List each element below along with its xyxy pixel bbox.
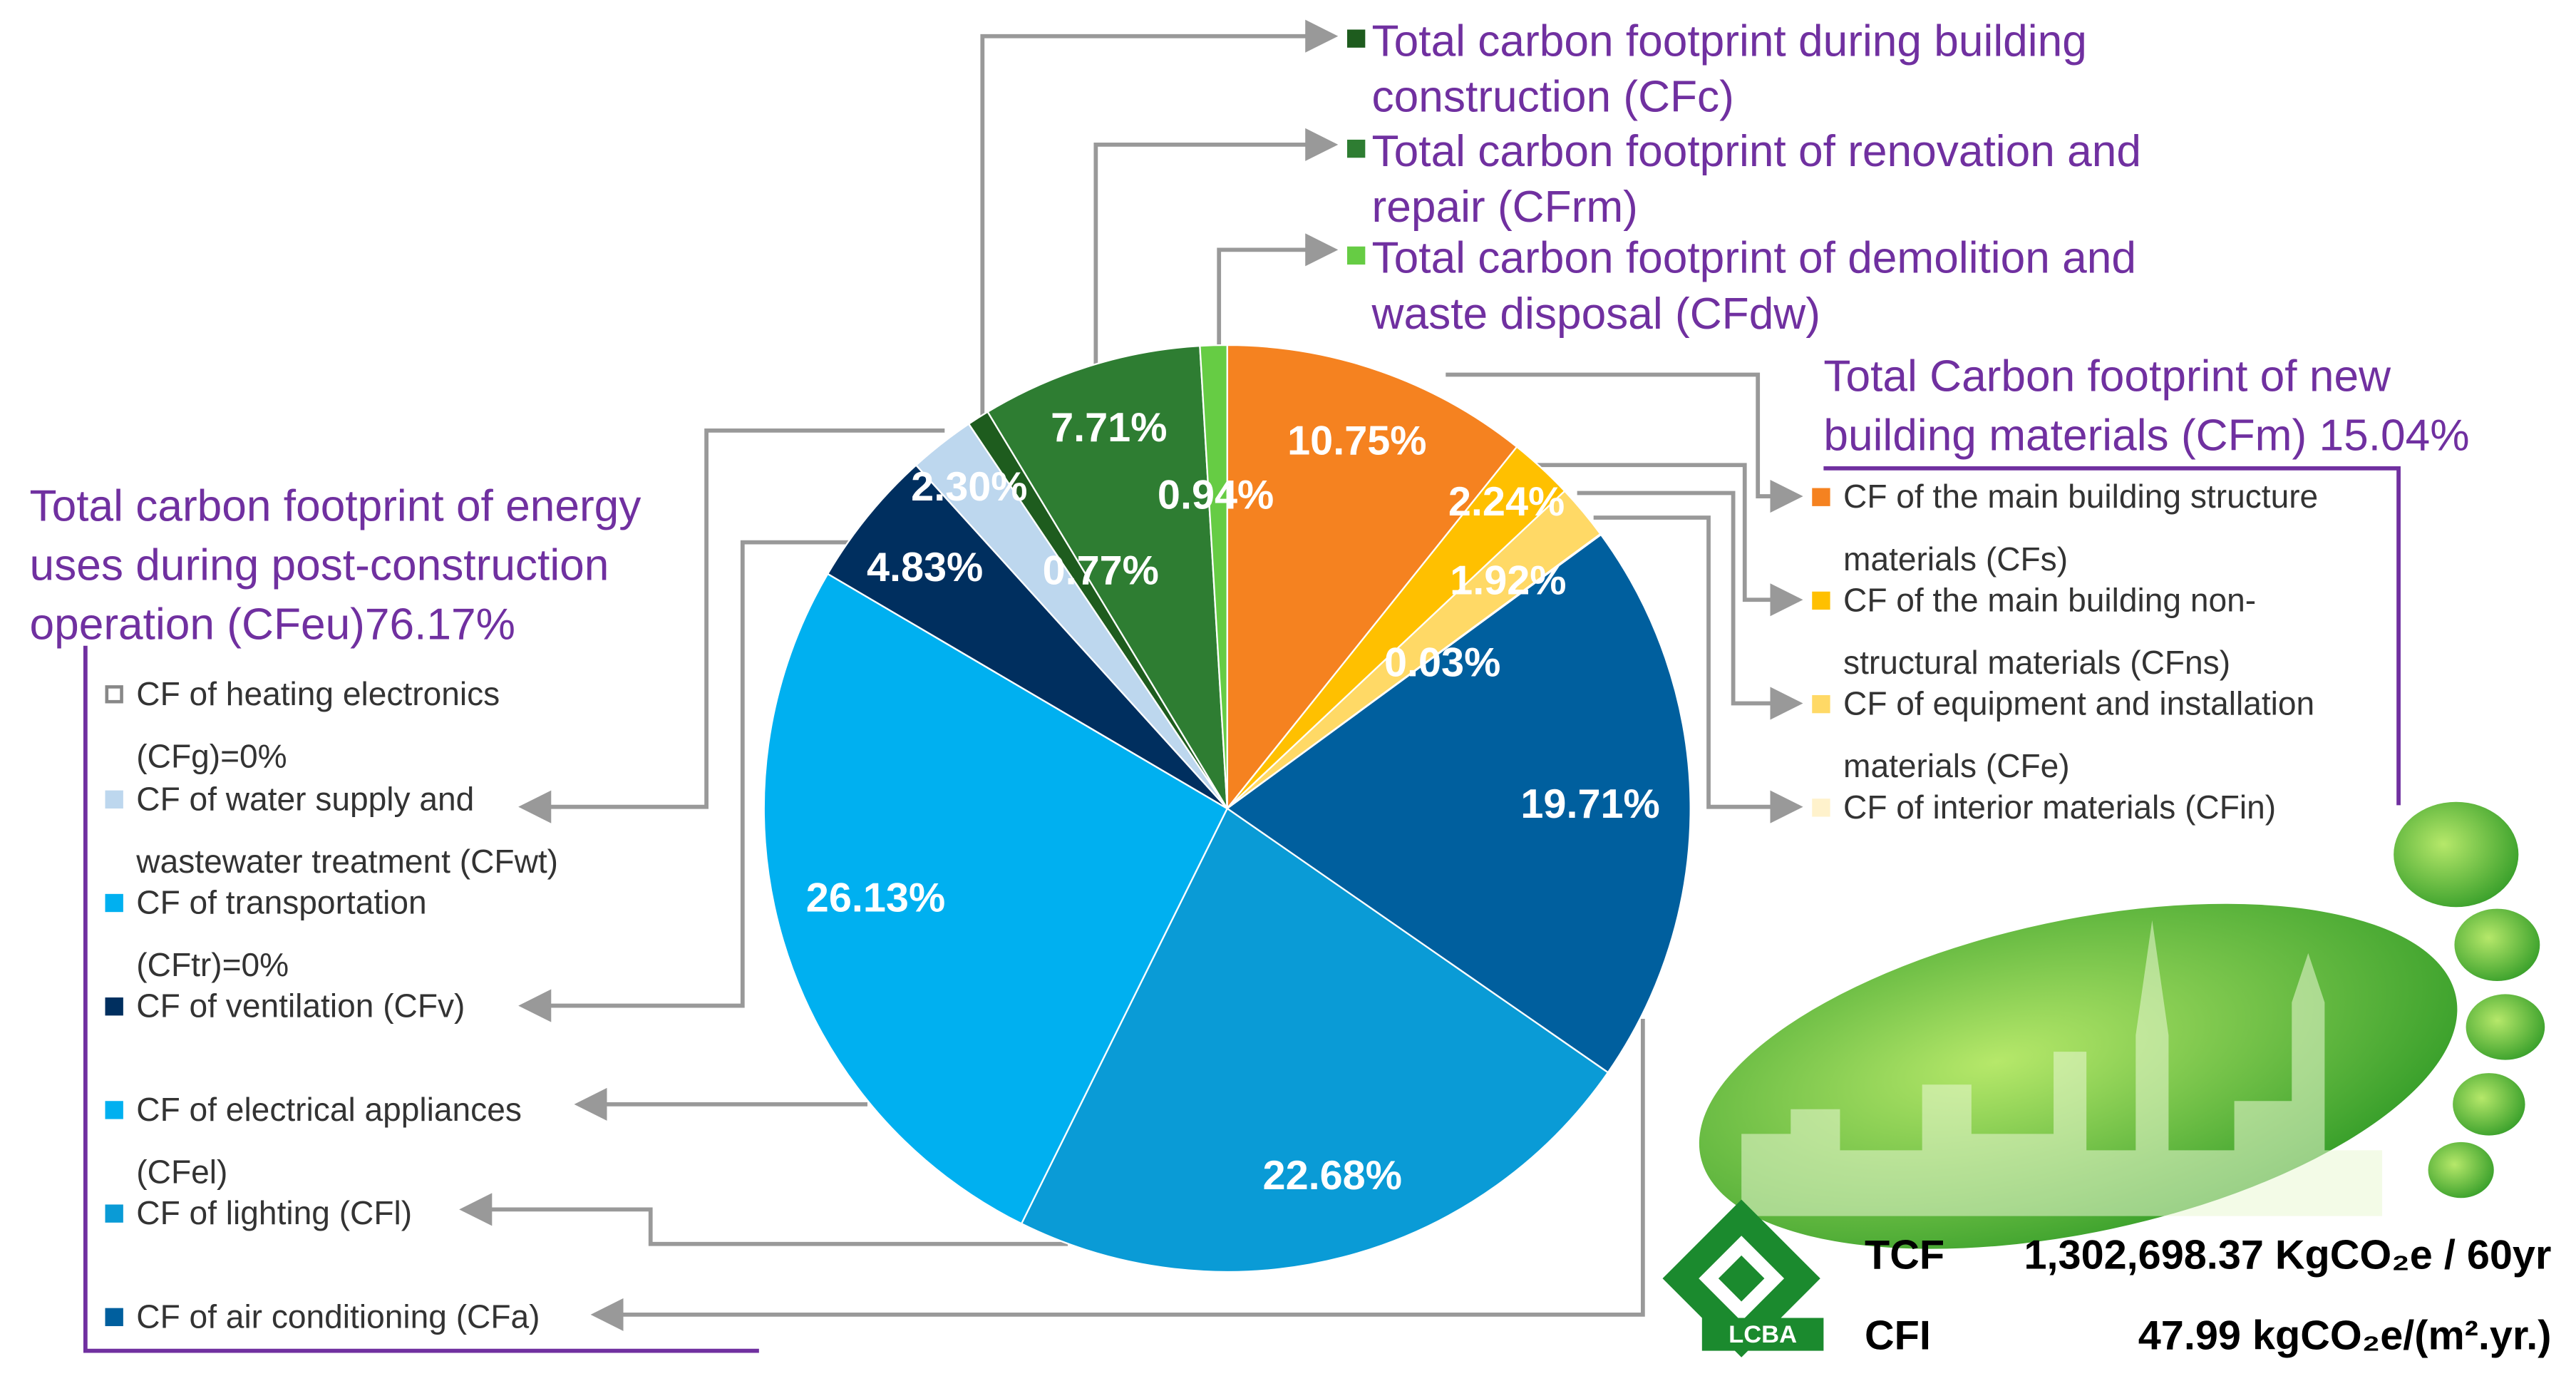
legend-item: CF of electrical appliances (CFel) [105,1079,522,1204]
data-label: 10.75% [1287,419,1426,464]
legend-item: CF of ventilation (CFv) [105,976,465,1039]
pie-slice [826,463,1228,809]
cfi-label: CFI [1865,1313,1931,1360]
legend-item: CF of heating electronics (CFg)=0% [105,664,500,789]
logo: LCBA [1662,1199,1824,1357]
data-label: 2.30% [911,464,1027,510]
legend-swatch [105,1204,123,1223]
tcf-value: 1,302,698.37 KgCO₂e / 60yr [2024,1232,2552,1279]
legend-swatch [105,1308,123,1327]
legend-label: Total carbon footprint of renovation and… [1371,126,2141,232]
legend-item: Total carbon footprint during building c… [1346,13,2087,125]
legend-item: CF of equipment and installation materia… [1812,674,2314,799]
legend-item: Total carbon footprint of demolition and… [1346,230,2136,342]
legend-label: CF of lighting (CFl) [136,1196,413,1233]
tcf-label: TCF [1865,1232,1945,1279]
logo-text: LCBA [1729,1321,1797,1348]
data-label: 4.83% [867,545,983,590]
legend-label: CF of transportation (CFtr)=0% [136,886,427,985]
legend-label: CF of water supply and wastewater treatm… [136,782,559,881]
legend-label: CF of the main building structure materi… [1843,480,2319,579]
data-label: 26.13% [806,875,945,920]
legend-item: CF of lighting (CFl) [105,1183,413,1246]
legend-swatch [1812,488,1830,506]
legend-label: CF of heating electronics (CFg)=0% [136,677,500,776]
legend-item: CF of air conditioning (CFa) [105,1287,540,1350]
legend-swatch [1346,29,1366,48]
legend-item: CF of water supply and wastewater treatm… [105,769,559,894]
legend-item: CF of interior materials (CFin) [1812,777,2276,840]
data-label: 1.92% [1450,558,1566,603]
legend-item: CF of the main building structure materi… [1812,467,2318,592]
pie: 10.75% 2.24% 1.92% 0.03% 19.71% 22.68% 26.13% 4… [763,344,1691,1273]
legend-item: Total carbon footprint of renovation and… [1346,123,2141,235]
legend-label: CF of equipment and installation materia… [1843,687,2315,786]
pie-slice [1020,807,1609,1273]
legend-swatch [1812,591,1830,610]
legend-swatch [105,790,123,809]
legend-swatch [1812,694,1830,714]
legend-label: Total carbon footprint of demolition and… [1371,233,2136,339]
legend-label: CF of the main building non- structural … [1843,583,2257,682]
data-label: 19.71% [1520,781,1659,827]
data-label: 0.77% [1043,548,1159,594]
legend-label: CF of electrical appliances (CFel) [136,1092,522,1192]
pie-slice [1225,533,1691,1074]
data-label: 0.03% [1384,640,1500,686]
group-title: Total carbon footprint of energy uses du… [29,481,642,650]
legend-label: CF of interior materials (CFin) [1843,790,2277,827]
legend-label: CF of ventilation (CFv) [136,989,465,1026]
pie-slice [986,344,1228,809]
pie-slice [763,573,1229,1225]
data-label: 0.94% [1158,473,1274,518]
pie-slice [1199,344,1228,809]
data-label: 2.24% [1448,479,1565,525]
footprint [1699,801,2545,1249]
legend-item: CF of the main building non- structural … [1812,570,2256,695]
legend-swatch [1346,139,1366,158]
legend-label: CF of air conditioning (CFa) [136,1300,540,1336]
legend-swatch [105,997,123,1016]
legend-swatch [105,893,123,913]
legend-swatch [1812,799,1830,817]
legend-swatch [105,1101,123,1119]
data-label: 22.68% [1263,1153,1402,1198]
legend-swatch [1346,246,1366,265]
legend-item: CF of transportation (CFtr)=0% [105,873,427,997]
group-brackets [83,466,2401,1353]
data-label: 7.71% [1051,405,1167,451]
cfi-value: 47.99 kgCO₂e/(m².yr.) [2138,1313,2552,1360]
legend-label: Total carbon footprint during building c… [1371,16,2087,122]
pie-slice [1226,344,1518,811]
group-title: Total Carbon footprint of new building m… [1823,351,2470,461]
leader-lines [459,19,1803,1331]
legend-swatch [105,685,123,704]
